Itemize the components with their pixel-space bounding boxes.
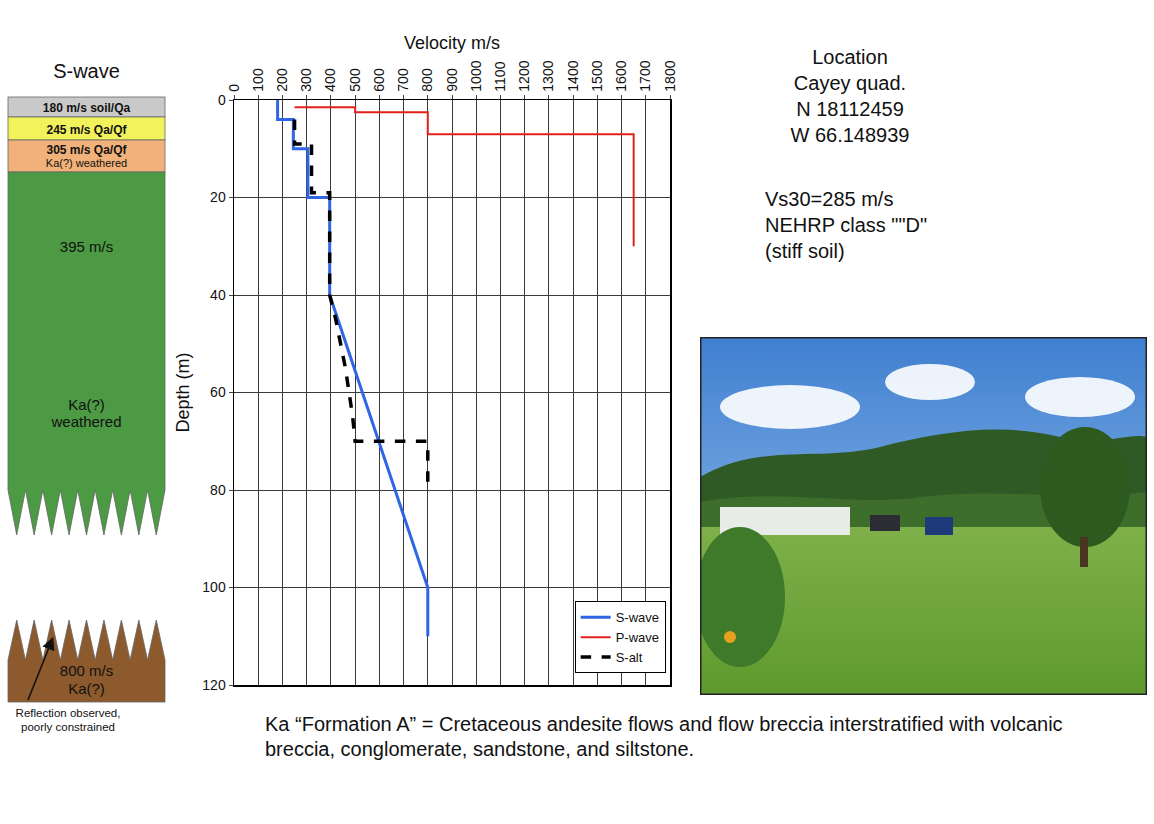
svg-text:1800: 1800 [662,60,678,91]
svg-text:Velocity m/s: Velocity m/s [404,33,500,53]
svg-text:0: 0 [218,92,226,108]
svg-text:1400: 1400 [565,60,581,91]
svg-text:weathered: weathered [50,413,121,430]
html-text:Cayey quad.: Cayey quad. [793,72,907,94]
svg-text:S-wave: S-wave [616,610,659,625]
svg-text:1100: 1100 [492,61,508,91]
svg-text:180 m/s soil/Qa: 180 m/s soil/Qa [43,101,131,115]
svg-text:200: 200 [274,68,290,92]
svg-text:20: 20 [210,189,226,205]
svg-text:1500: 1500 [589,60,605,91]
svg-text:395 m/s: 395 m/s [60,238,113,255]
svg-text:S-wave: S-wave [53,60,120,82]
html-text:W 66.148939: W 66.148939 [790,124,910,146]
svg-text:Reflection observed,: Reflection observed, [16,707,121,719]
svg-text:1700: 1700 [637,60,653,91]
svg-text:245 m/s Qa/Qf: 245 m/s Qa/Qf [46,123,127,137]
html-text:Ka “Formation A” = Cretaceous: Ka “Formation A” = Cretaceous andesite f… [265,713,1063,760]
svg-text:800 m/s: 800 m/s [60,662,113,679]
svg-text:900: 900 [444,68,460,92]
svg-text:Ka(?) weathered: Ka(?) weathered [46,157,127,169]
svg-text:100: 100 [250,68,266,92]
svg-text:1200: 1200 [516,60,532,91]
svg-text:P-wave: P-wave [616,630,659,645]
svg-text:60: 60 [210,384,226,400]
svg-text:Ka(?): Ka(?) [68,680,105,697]
svg-text:1300: 1300 [540,60,556,91]
svg-text:800: 800 [419,68,435,92]
svg-text:poorly constrained: poorly constrained [21,721,115,733]
svg-text:0: 0 [226,84,242,92]
svg-text:305 m/s Qa/Qf: 305 m/s Qa/Qf [46,143,127,157]
svg-text:1600: 1600 [613,60,629,91]
html-text:NEHRP class ""D": NEHRP class ""D" [765,214,928,236]
svg-text:Depth (m): Depth (m) [173,352,193,432]
svg-text:S-alt: S-alt [616,650,643,665]
svg-text:80: 80 [210,482,226,498]
svg-text:600: 600 [371,68,387,92]
svg-text:40: 40 [210,287,226,303]
html-text:N 18112459: N 18112459 [796,98,904,120]
html-text:(stiff soil): (stiff soil) [765,240,845,262]
svg-text:120: 120 [202,677,226,693]
svg-text:500: 500 [347,68,363,92]
svg-text:300: 300 [298,68,314,92]
svg-text:100: 100 [202,579,226,595]
html-text:Vs30=285 m/s: Vs30=285 m/s [765,188,894,210]
html-text:Location: Location [812,46,888,68]
svg-text:Ka(?): Ka(?) [68,396,105,413]
svg-text:1000: 1000 [468,60,484,91]
svg-text:700: 700 [395,68,411,92]
svg-text:400: 400 [322,68,338,92]
